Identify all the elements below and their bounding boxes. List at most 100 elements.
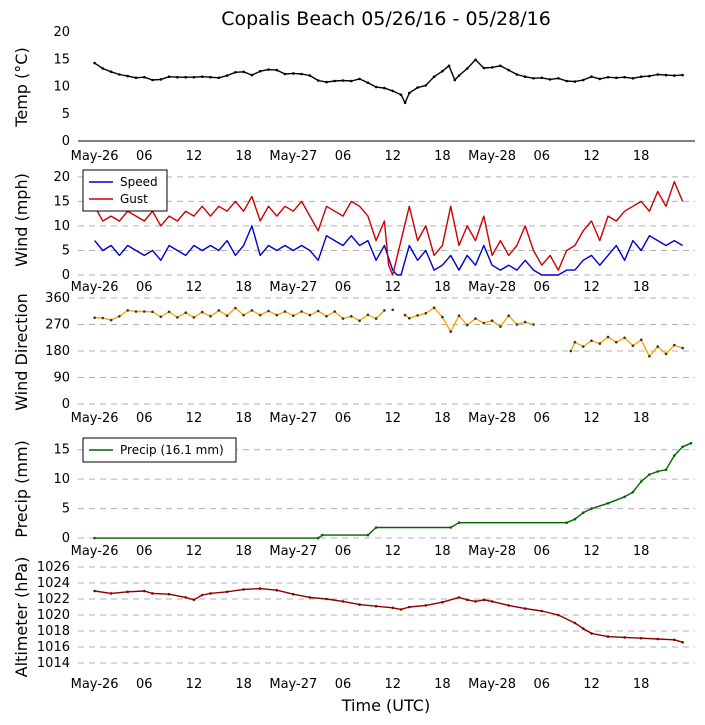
data-point: [292, 72, 295, 75]
y-tick-label: 1024: [37, 576, 70, 591]
data-point: [316, 79, 320, 82]
data-point: [209, 315, 212, 318]
data-point: [308, 596, 312, 599]
precip-y-axis-label: Precip (mm): [12, 440, 31, 538]
x-tick-label: 18: [434, 544, 451, 559]
y-tick-label: 0: [62, 531, 70, 546]
x-tick-label: May-27: [269, 411, 317, 426]
x-tick-label: 12: [583, 280, 600, 295]
x-tick-label: 12: [186, 677, 203, 692]
data-point: [623, 495, 626, 499]
data-point: [441, 600, 444, 604]
data-point: [358, 319, 361, 323]
x-tick-label: 06: [335, 544, 352, 559]
y-tick-label: 15: [53, 443, 70, 458]
data-point: [374, 526, 378, 529]
x-tick-label: 06: [335, 280, 352, 295]
data-point: [639, 338, 643, 342]
data-point: [606, 335, 610, 339]
data-point: [648, 473, 651, 476]
data-point: [557, 613, 560, 617]
data-point: [366, 313, 370, 317]
data-point: [126, 590, 129, 594]
data-point: [292, 592, 295, 596]
x-axis-label: Time (UTC): [341, 696, 430, 715]
data-point: [399, 608, 403, 611]
data-point: [606, 502, 610, 505]
data-point: [457, 521, 461, 524]
data-point: [118, 315, 121, 318]
data-point: [192, 598, 196, 602]
data-point: [366, 533, 370, 537]
data-point: [590, 339, 593, 343]
data-point: [540, 76, 544, 80]
data-point: [275, 588, 279, 592]
data-point: [176, 75, 179, 79]
y-tick-label: 1018: [37, 624, 70, 639]
data-point: [159, 315, 163, 319]
data-point: [242, 70, 245, 74]
data-point: [383, 309, 386, 312]
data-point: [523, 607, 527, 610]
data-point: [200, 310, 204, 314]
data-point: [151, 592, 154, 595]
series-line-temp: [94, 59, 683, 104]
x-tick-label: 12: [583, 149, 600, 164]
temp-panel: 0 5 10 15 20 May-26 06 12 18 May-27 06 12 18 May-28 06…: [12, 25, 695, 164]
x-tick-label: 18: [633, 677, 650, 692]
data-point: [581, 627, 585, 630]
data-point: [598, 342, 602, 345]
series-line-speed: [94, 225, 683, 276]
y-tick-label: 270: [45, 318, 70, 333]
data-point: [664, 73, 668, 77]
y-tick-label: 180: [45, 344, 70, 359]
data-point: [590, 632, 593, 635]
x-tick-label: 12: [186, 280, 203, 295]
y-tick-label: 5: [62, 243, 70, 258]
data-point: [681, 73, 684, 77]
data-point: [300, 310, 303, 313]
data-point: [474, 600, 477, 603]
data-point: [681, 640, 684, 644]
y-tick-label: 15: [53, 194, 70, 209]
data-point: [217, 76, 221, 80]
data-point: [109, 70, 113, 74]
data-point: [184, 75, 187, 79]
x-tick-label: 06: [136, 544, 153, 559]
data-point: [432, 75, 436, 78]
data-point: [474, 317, 477, 320]
wdir-panel: 0 90 180 270 360 May-26 06 12 18 May-27 06 12 18 May-…: [12, 291, 695, 426]
x-tick-label: May-27: [269, 149, 317, 164]
data-point: [465, 598, 469, 602]
x-tick-label: May-26: [71, 411, 119, 426]
data-point: [200, 75, 204, 78]
x-tick-label: May-27: [269, 280, 317, 295]
data-point: [341, 600, 345, 603]
y-tick-label: 5: [62, 502, 70, 517]
data-point: [143, 75, 146, 79]
data-point: [258, 313, 262, 317]
data-point: [606, 635, 610, 638]
data-point: [126, 74, 129, 78]
data-point: [656, 73, 659, 76]
data-point: [548, 78, 552, 81]
data-point: [573, 517, 577, 521]
data-point: [673, 454, 676, 457]
data-point: [507, 604, 511, 607]
data-point: [341, 317, 345, 320]
data-point: [325, 315, 328, 318]
x-tick-label: 06: [534, 411, 551, 426]
data-point: [449, 330, 453, 333]
data-point: [664, 352, 668, 356]
data-point: [515, 73, 519, 76]
data-point: [664, 468, 668, 472]
data-point: [424, 84, 428, 87]
x-tick-label: 12: [384, 280, 401, 295]
data-point: [631, 77, 635, 80]
y-tick-label: 1016: [37, 640, 70, 655]
data-point: [267, 68, 270, 71]
wdir-y-axis-label: Wind Direction: [12, 293, 31, 411]
x-tick-label: 18: [633, 280, 650, 295]
data-point: [639, 75, 643, 78]
data-point: [598, 77, 602, 81]
